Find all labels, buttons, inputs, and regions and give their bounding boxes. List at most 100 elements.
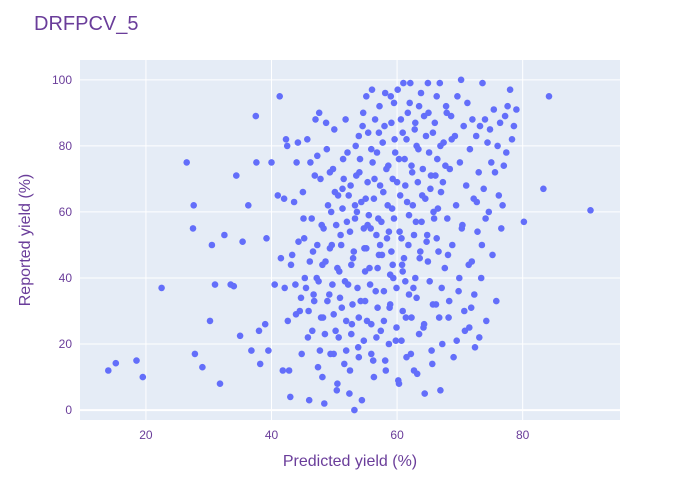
data-point [438, 284, 446, 292]
data-point [343, 218, 351, 226]
data-point [337, 231, 344, 239]
data-point [437, 387, 444, 394]
data-point [408, 169, 416, 176]
data-point [355, 132, 363, 140]
data-point [299, 188, 307, 196]
data-point [403, 353, 410, 361]
data-point [304, 334, 312, 341]
data-point [545, 93, 553, 100]
data-point [398, 235, 405, 242]
data-point [288, 251, 296, 259]
data-point [375, 129, 383, 136]
data-point [292, 311, 300, 318]
data-point [399, 268, 407, 275]
data-point [279, 367, 287, 374]
data-point [370, 373, 378, 381]
data-point [435, 248, 442, 255]
data-point [421, 390, 429, 397]
data-point [283, 142, 291, 150]
data-point [412, 119, 419, 127]
data-point [410, 367, 418, 374]
data-point [429, 129, 437, 136]
data-point [434, 155, 441, 163]
data-point [403, 198, 411, 206]
data-point [477, 274, 485, 282]
data-point [448, 136, 456, 143]
data-point [253, 159, 260, 166]
data-point [466, 145, 474, 153]
data-point [449, 241, 456, 249]
x-tick-label: 20 [139, 428, 153, 442]
data-point [191, 350, 199, 358]
data-point [370, 195, 378, 202]
data-point [190, 202, 197, 209]
data-point [513, 106, 520, 113]
data-point [307, 159, 314, 166]
data-point [396, 228, 403, 235]
data-point [445, 297, 453, 305]
data-point [290, 198, 298, 206]
data-point [364, 221, 371, 229]
data-point [358, 396, 366, 404]
data-point [347, 182, 354, 189]
data-point [206, 317, 214, 325]
data-point [413, 142, 420, 150]
data-point [268, 159, 275, 166]
data-point [338, 304, 346, 312]
data-point [474, 228, 481, 235]
data-point [385, 228, 393, 235]
data-point [308, 215, 316, 222]
data-point [410, 231, 418, 239]
data-point [285, 367, 293, 374]
plot-area [80, 60, 620, 420]
data-point [265, 347, 272, 354]
data-point [377, 327, 385, 335]
data-point [437, 142, 444, 150]
data-point [380, 188, 387, 196]
data-point [423, 238, 430, 245]
data-point [236, 332, 244, 340]
data-point [496, 119, 504, 127]
data-point [387, 93, 395, 100]
data-point [314, 152, 321, 160]
data-point [420, 320, 428, 328]
data-point [489, 251, 496, 259]
data-point [381, 357, 389, 364]
data-point [435, 314, 443, 321]
data-point [426, 278, 434, 285]
data-point [499, 202, 506, 209]
data-point [425, 149, 433, 156]
data-point [335, 334, 343, 341]
data-point [354, 344, 362, 351]
data-point [341, 278, 349, 285]
x-tick-label: 60 [390, 428, 404, 442]
data-point [495, 192, 503, 199]
data-point [359, 109, 367, 117]
data-point [346, 367, 354, 374]
data-point [399, 129, 407, 136]
data-point [364, 129, 372, 136]
data-point [256, 360, 264, 368]
data-point [330, 311, 338, 318]
data-point [364, 178, 371, 186]
x-tick-label: 40 [265, 428, 279, 442]
data-point [363, 93, 370, 100]
data-point [327, 208, 335, 216]
data-point [208, 241, 216, 249]
data-point [158, 284, 165, 292]
data-point [386, 301, 394, 308]
data-point [287, 261, 295, 269]
data-point [105, 367, 112, 374]
data-point [310, 297, 318, 305]
data-point [344, 149, 351, 156]
data-point [468, 258, 476, 265]
data-point [392, 337, 400, 345]
data-point [491, 169, 499, 176]
data-point [301, 274, 309, 282]
data-point [442, 102, 450, 110]
data-point [453, 337, 461, 345]
data-point [424, 258, 432, 265]
data-point [339, 185, 346, 193]
data-point [329, 281, 336, 288]
